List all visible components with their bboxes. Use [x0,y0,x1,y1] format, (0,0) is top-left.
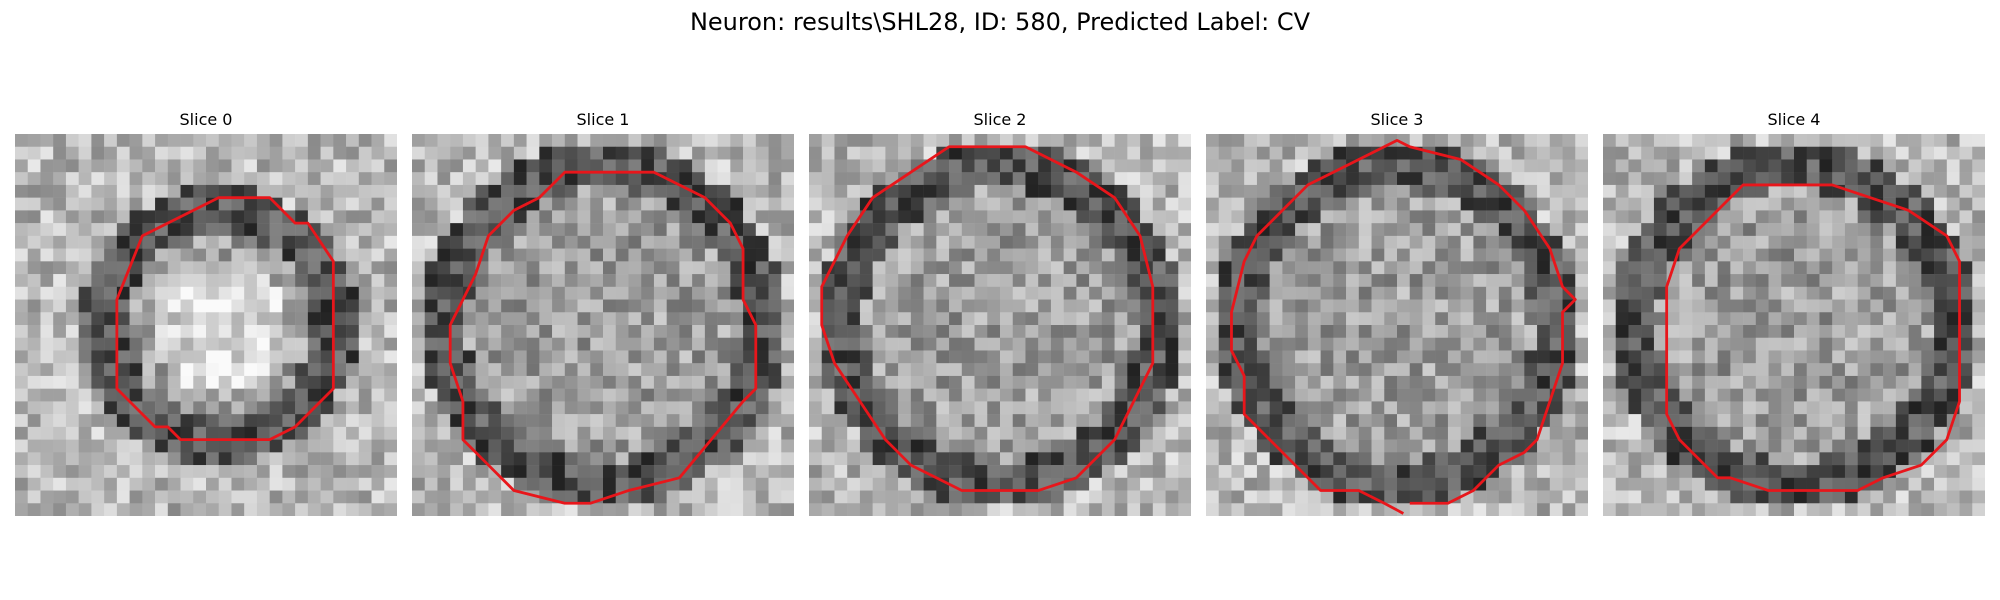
slice-4-image [1603,134,1985,516]
slice-4-contour [1665,183,1961,492]
slice-3-title: Slice 3 [1370,110,1424,129]
slice-3-pixels [1206,134,1588,516]
slice-1-pixels [412,134,794,516]
slice-2-contour [820,145,1155,492]
slice-0-title: Slice 0 [179,110,233,129]
slice-0-image [15,134,397,516]
figure-title: Neuron: results\SHL28, ID: 580, Predicte… [689,8,1311,36]
slice-0-contour [115,196,335,442]
slice-3-contour [1230,138,1577,515]
slice-2-pixels [809,134,1191,516]
slice-0-pixels [15,134,397,516]
slice-1-title: Slice 1 [576,110,630,129]
slice-4-title: Slice 4 [1767,110,1821,129]
slice-4-pixels [1603,134,1985,516]
slice-3-image [1206,134,1588,516]
slice-1-contour [448,170,758,505]
slice-1-image [412,134,794,516]
slice-2-image [809,134,1191,516]
slice-2-title: Slice 2 [973,110,1027,129]
